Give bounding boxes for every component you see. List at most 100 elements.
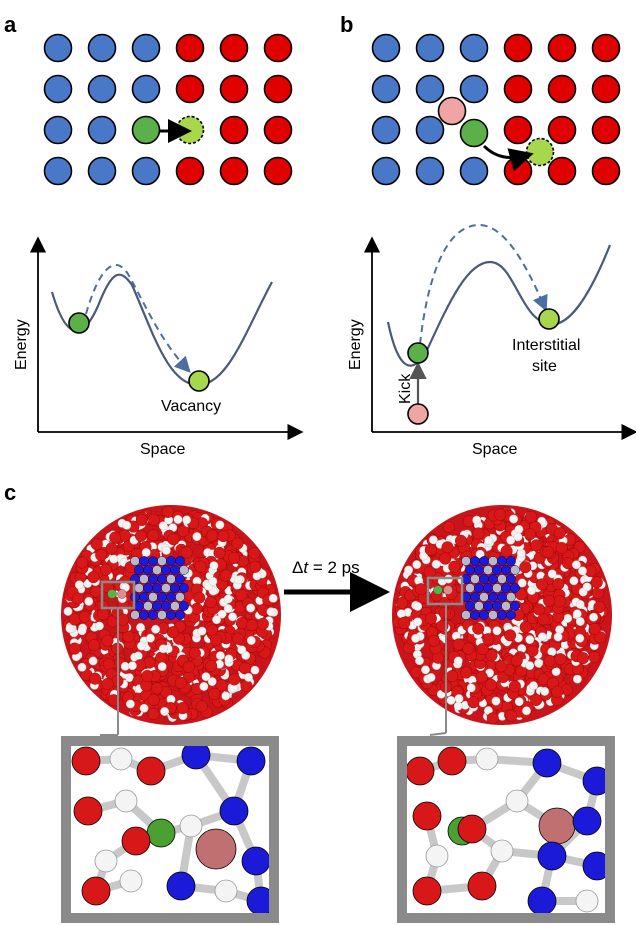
- oxygen-atom: [467, 871, 497, 901]
- oxygen-atom: [71, 592, 84, 605]
- oxygen-atom: [194, 560, 207, 573]
- oxygen-atom: [555, 542, 568, 555]
- oxygen-atom: [476, 643, 489, 656]
- core-atom: [506, 610, 516, 620]
- oxygen-atom: [590, 576, 603, 589]
- oxygen-atom: [109, 531, 122, 544]
- oxygen-atom: [593, 601, 606, 614]
- hydrogen-atom: [555, 625, 564, 635]
- oxygen-atom: [542, 546, 555, 559]
- green-atom: [146, 818, 176, 848]
- blue-atom: [131, 156, 161, 186]
- oxygen-atom: [405, 756, 435, 786]
- hydrogen-atom: [207, 677, 217, 686]
- oxygen-atom: [81, 876, 111, 906]
- oxygen-atom: [210, 634, 223, 647]
- red-atom: [503, 33, 533, 63]
- core-atom: [166, 592, 176, 602]
- oxygen-atom: [136, 756, 166, 786]
- oxygen-atom: [176, 702, 189, 715]
- space-label-b: Space: [472, 441, 517, 458]
- hydrogen-atom: [88, 656, 98, 666]
- oxygen-atom: [530, 539, 543, 552]
- oxygen-atom: [71, 746, 101, 776]
- core-atom: [470, 610, 480, 620]
- hydrogen-atom: [217, 609, 227, 619]
- hydrogen-atom: [77, 662, 87, 672]
- oxygen-atom: [232, 632, 245, 645]
- core-atom: [170, 583, 180, 593]
- oxygen-atom: [99, 563, 112, 576]
- hydrogen-atom: [233, 575, 243, 585]
- oxygen-atom: [472, 527, 485, 540]
- core-atom: [139, 574, 149, 584]
- pink-atom: [437, 96, 467, 126]
- hydrogen-atom: [547, 647, 557, 657]
- pink-atom: [117, 589, 127, 599]
- core-atom: [497, 574, 507, 584]
- oxygen-atom: [68, 642, 81, 655]
- core-atom: [479, 556, 489, 566]
- oxygen-atom: [107, 694, 120, 707]
- hydrogen-atom: [453, 656, 463, 666]
- oxygen-atom: [78, 610, 91, 623]
- hydrogen-atom: [553, 632, 563, 642]
- core-atom: [474, 583, 484, 593]
- core-atom: [510, 601, 520, 611]
- oxygen-atom: [553, 595, 566, 608]
- oxygen-atom: [396, 597, 409, 610]
- inset-left-frame: [61, 736, 279, 923]
- dashed-arrow-a: [85, 264, 191, 373]
- oxygen-atom: [89, 672, 102, 685]
- oxygen-atom: [182, 660, 195, 673]
- oxygen-atom: [190, 602, 203, 615]
- core-atom: [152, 583, 162, 593]
- core-atom: [470, 592, 480, 602]
- core-atom: [166, 610, 176, 620]
- green-atom-a-end: [188, 370, 210, 392]
- oxygen-atom: [504, 629, 517, 642]
- red-atom: [175, 74, 205, 104]
- hydrogen-atom: [411, 634, 420, 643]
- hydrogen-atom: [199, 682, 209, 691]
- oxygen-atom: [167, 533, 180, 546]
- hydrogen-atom: [466, 683, 476, 693]
- hydrogen-atom: [109, 554, 119, 564]
- hydrogen-atom: [538, 632, 547, 642]
- interstitial-label-line2: site: [532, 358, 557, 375]
- energy-label-b: Energy: [347, 319, 364, 370]
- nitrogen-atom: [236, 746, 266, 776]
- core-atom: [157, 610, 167, 620]
- core-atom: [506, 592, 516, 602]
- hydrogen-atom: [582, 582, 592, 592]
- oxygen-atom: [460, 666, 473, 679]
- oxygen-atom: [147, 529, 160, 542]
- inset-left: [61, 736, 279, 923]
- red-atom: [219, 74, 249, 104]
- core-atom: [501, 583, 511, 593]
- hydrogen-atom: [114, 789, 138, 813]
- green-atom: [459, 118, 489, 148]
- core-atom: [483, 601, 493, 611]
- hydrogen-atom: [266, 607, 276, 617]
- oxygen-atom: [147, 693, 160, 706]
- hydrogen-atom: [212, 615, 222, 625]
- blue-atom: [415, 115, 445, 145]
- oxygen-atom: [134, 529, 147, 542]
- oxygen-atom: [256, 617, 269, 630]
- nanoparticle-right: [392, 505, 612, 725]
- oxygen-atom: [227, 551, 240, 564]
- core-atom: [465, 601, 475, 611]
- core-atom: [166, 556, 176, 566]
- core-atom: [506, 556, 516, 566]
- oxygen-atom: [398, 616, 411, 629]
- red-atom: [175, 156, 205, 186]
- core-atom: [143, 565, 153, 575]
- red-atom: [219, 115, 249, 145]
- hydrogen-atom: [490, 839, 514, 863]
- hydrogen-atom: [94, 849, 118, 873]
- core-atom: [492, 601, 502, 611]
- oxygen-atom: [482, 633, 495, 646]
- oxygen-atom: [526, 644, 539, 657]
- red-atom: [591, 33, 621, 63]
